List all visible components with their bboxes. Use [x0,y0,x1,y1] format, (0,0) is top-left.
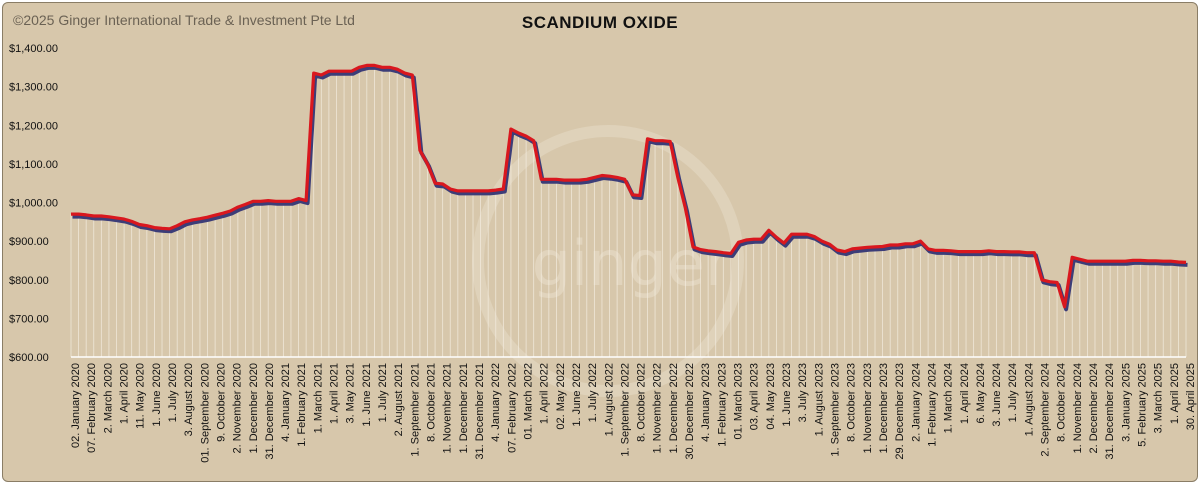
x-tick-label: 1. June 2023 [781,363,793,427]
x-tick-label: 1. April 2021 [329,363,341,424]
x-tick-label: 2. September 2024 [1040,363,1052,457]
y-tick-label: $600.00 [9,352,49,364]
x-tick-label: 9. October 2020 [215,363,227,442]
x-tick-label: 8. October 2021 [426,363,438,442]
x-tick-label: 8. October 2024 [1056,363,1068,442]
x-tick-label: 3. June 2024 [991,363,1003,427]
x-tick-label: 1. September 2021 [409,363,421,457]
x-tick-label: 1. August 2022 [603,363,615,436]
x-tick-label: 1. August 2024 [1023,363,1035,436]
copyright-text: ©2025 Ginger International Trade & Inves… [13,12,355,28]
x-tick-label: 1. February 2023 [716,363,728,447]
x-tick-label: 1. November 2024 [1072,363,1084,454]
x-tick-label: 1. April 2022 [539,363,551,424]
y-tick-label: $1,100.00 [9,159,58,171]
x-tick-label: 2. March 2020 [102,363,114,433]
x-tick-label: 5. February 2025 [1137,363,1149,447]
x-tick-label: 1. September 2022 [619,363,631,457]
x-tick-label: 1. December 2021 [458,363,470,454]
series-line [71,63,1187,309]
x-tick-label: 04. May 2023 [765,363,777,430]
x-tick-label: 2. December 2024 [1088,363,1100,454]
x-tick-label: 02. May 2022 [555,363,567,430]
x-tick-label: 2. August 2021 [393,363,405,436]
y-tick-label: $1,300.00 [9,82,58,94]
x-tick-label: 29. December 2023 [894,363,906,460]
x-tick-label: 1. September 2023 [830,363,842,457]
x-tick-label: 1. December 2023 [878,363,890,454]
y-tick-label: $900.00 [9,236,49,248]
x-tick-label: 1. March 2024 [943,363,955,433]
x-tick-label: 4. January 2022 [490,363,502,442]
x-tick-label: 3. March 2025 [1153,363,1165,433]
x-tick-label: 31. December 2021 [474,363,486,460]
price-series [71,63,1188,312]
x-tick-label: 1. December 2020 [248,363,260,454]
x-tick-label: 31. December 2020 [264,363,276,460]
x-tick-label: 1. April 2025 [1169,363,1181,424]
x-tick-label: 01. March 2023 [733,363,745,439]
x-tick-label: 01. September 2020 [199,363,211,463]
x-tick-label: 8. October 2022 [636,363,648,442]
chart-title: SCANDIUM OXIDE [521,13,679,32]
x-tick-label: 1. June 2020 [151,363,163,427]
x-tick-label: 30. April 2025 [1185,363,1197,430]
x-tick-label: 3. January 2025 [1120,363,1132,442]
watermark-ring [472,125,744,397]
x-tick-label: 1. June 2022 [571,363,583,427]
x-tick-label: 03. April 2023 [749,363,761,430]
x-tick-label: 02. January 2020 [70,363,82,448]
x-tick-label: 1. July 2020 [167,363,179,422]
x-tick-label: 4. January 2023 [700,363,712,442]
x-tick-label: 4. January 2021 [280,363,292,442]
watermark-text: ginger [532,227,731,300]
drop-lines [70,65,1187,357]
x-tick-label: 1. August 2023 [813,363,825,436]
y-tick-label: $700.00 [9,313,49,325]
x-tick-label: 1. December 2022 [668,363,680,454]
x-tick-label: 1. February 2024 [926,363,938,447]
x-tick-label: 1. November 2022 [652,363,664,454]
x-tick-label: 1. March 2021 [312,363,324,433]
y-tick-label: $1,200.00 [9,120,58,132]
x-tick-label: 1. November 2023 [862,363,874,454]
y-tick-label: $1,400.00 [9,43,58,55]
x-tick-label: 2. November 2020 [232,363,244,454]
x-tick-label: 1. February 2021 [296,363,308,447]
x-tick-label: 3. May 2021 [345,363,357,424]
x-tick-label: 1. July 2022 [587,363,599,422]
y-tick-label: $800.00 [9,275,49,287]
x-tick-label: 07. February 2022 [506,363,518,453]
ginger-watermark-logo: ginger [472,125,744,397]
x-tick-label: 31. December 2024 [1104,363,1116,460]
x-tick-label: 1. April 2020 [119,363,131,424]
x-tick-label: 8. October 2023 [846,363,858,442]
x-tick-label: 1. July 2021 [377,363,389,422]
x-tick-label: 1. November 2021 [442,363,454,454]
scandium-oxide-chart: ginger $600.00 $700.00 $800.00 $900.00 $1,00… [9,43,1197,463]
x-tick-label: 07. February 2020 [86,363,98,453]
x-tick-label: 2. January 2024 [910,363,922,442]
x-tick-label: 6. May 2024 [975,363,987,424]
x-tick-label: 01. March 2022 [523,363,535,439]
x-tick-label: 30. December 2022 [684,363,696,460]
x-tick-label: 3. July 2023 [797,363,809,422]
y-tick-label: $1,000.00 [9,198,58,210]
x-tick-label: 1. April 2024 [959,363,971,424]
x-tick-label: 3. August 2020 [183,363,195,436]
x-tick-label: 1. June 2021 [361,363,373,427]
x-tick-label: 11. May 2020 [135,363,147,429]
x-tick-label: 1. July 2024 [1007,363,1019,422]
axes: $600.00 $700.00 $800.00 $900.00 $1,000.00 $1,… [9,43,1197,463]
